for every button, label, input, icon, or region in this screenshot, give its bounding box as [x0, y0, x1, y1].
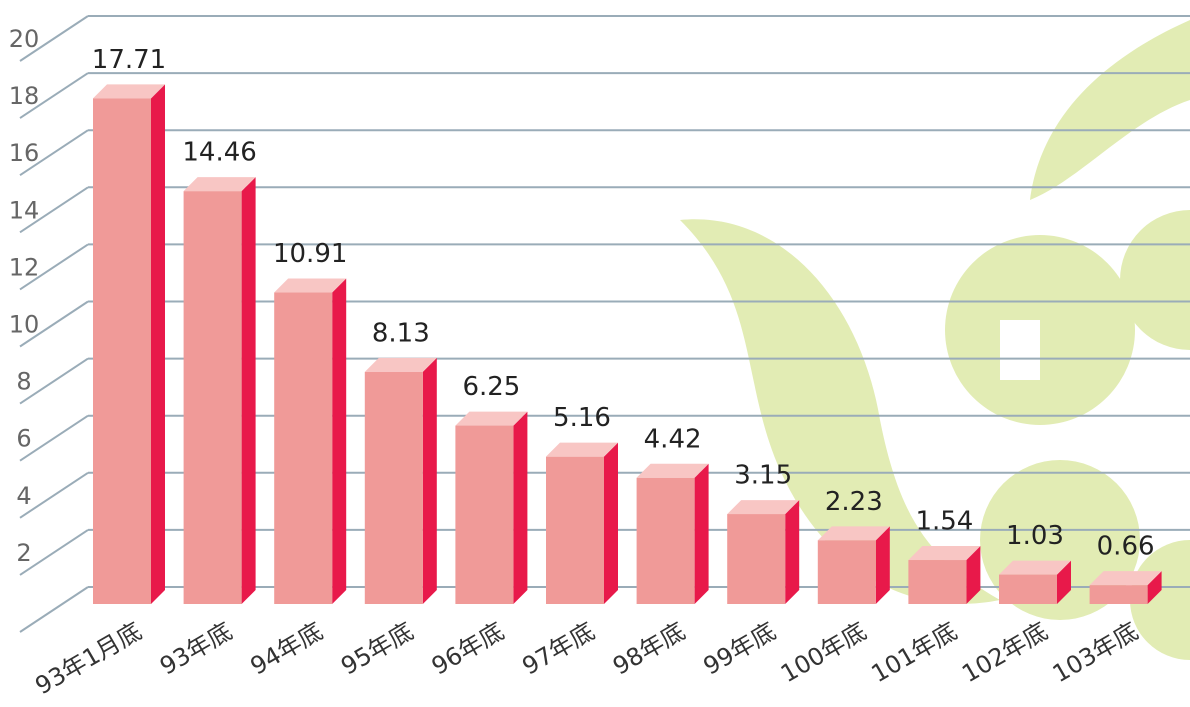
grid-line — [19, 414, 89, 462]
bar-top — [546, 442, 618, 457]
bar-top — [1089, 571, 1162, 586]
grid-line — [19, 357, 89, 405]
bar-side — [422, 357, 437, 604]
bar-side — [604, 442, 618, 604]
bar-side — [332, 278, 347, 604]
grid-line — [19, 72, 89, 119]
y-tick-label: 4 — [16, 482, 31, 510]
x-tick-label: 93年底 — [155, 617, 237, 681]
bar — [908, 560, 967, 604]
bar — [727, 514, 786, 604]
bar — [1089, 585, 1148, 604]
value-label: 8.13 — [372, 318, 430, 348]
x-tick-label: 93年1月底 — [30, 617, 146, 700]
bar-side — [1057, 560, 1071, 604]
x-tick-label: 99年底 — [699, 617, 781, 681]
bar-top — [364, 357, 437, 372]
x-tick-label: 100年底 — [776, 617, 871, 688]
x-tick-label: 97年底 — [517, 617, 599, 681]
value-label: 6.25 — [462, 372, 520, 402]
grid-line — [19, 529, 89, 576]
x-tick-label: 98年底 — [608, 617, 690, 681]
grid-line — [19, 243, 89, 291]
bar-side — [875, 526, 890, 604]
bar-side — [785, 500, 800, 604]
value-label: 0.66 — [1097, 532, 1155, 562]
bar — [546, 456, 604, 604]
bar-top — [908, 546, 981, 561]
bar-top — [455, 411, 528, 426]
x-tick-label: 96年底 — [427, 617, 509, 681]
value-label: 17.71 — [92, 45, 166, 75]
bar-side — [1147, 571, 1162, 604]
y-tick-label: 12 — [9, 253, 40, 281]
bar — [455, 425, 514, 604]
bar — [183, 191, 242, 605]
bar-top — [727, 500, 800, 515]
y-tick-label: 8 — [16, 368, 31, 396]
bar-top — [93, 84, 165, 99]
y-tick-label: 16 — [9, 139, 40, 167]
grid-line — [19, 586, 89, 633]
value-label: 5.16 — [553, 403, 611, 433]
bar-top — [817, 526, 890, 541]
y-tick-label: 2 — [16, 539, 31, 567]
bar — [274, 292, 333, 604]
value-label: 14.46 — [182, 138, 256, 168]
y-tick-label: 10 — [9, 311, 40, 339]
value-label: 1.54 — [915, 507, 973, 537]
value-label: 4.42 — [644, 424, 702, 454]
y-tick-label: 18 — [9, 82, 40, 110]
y-tick-label: 20 — [9, 25, 40, 53]
bar-side — [966, 546, 981, 604]
value-label: 10.91 — [273, 239, 347, 269]
bar-top — [183, 177, 256, 192]
value-label: 2.23 — [825, 487, 883, 517]
value-label: 1.03 — [1006, 521, 1064, 551]
y-tick-label: 14 — [9, 196, 40, 224]
bar-side — [694, 463, 709, 604]
grid-line — [19, 15, 89, 62]
x-tick-label: 103年底 — [1048, 617, 1143, 688]
bar-side — [513, 411, 528, 604]
x-tick-label: 102年底 — [957, 617, 1052, 688]
bar-top — [274, 278, 347, 293]
grid-line — [19, 471, 89, 519]
grid-line — [19, 300, 89, 348]
x-tick-label: 101年底 — [867, 617, 962, 688]
bar-side — [241, 177, 256, 605]
bar-top — [999, 560, 1071, 575]
x-tick-label: 94年底 — [246, 617, 328, 681]
grid-line — [19, 129, 89, 177]
value-label: 3.15 — [734, 461, 792, 491]
bar-top — [636, 463, 709, 478]
x-tick-label: 95年底 — [336, 617, 418, 681]
bar — [636, 477, 695, 604]
bar — [999, 574, 1057, 604]
bar — [817, 540, 876, 604]
bar — [93, 98, 151, 604]
bar-side — [151, 84, 165, 604]
y-tick-label: 6 — [16, 425, 31, 453]
bar — [364, 371, 423, 604]
grid-line — [19, 186, 89, 234]
